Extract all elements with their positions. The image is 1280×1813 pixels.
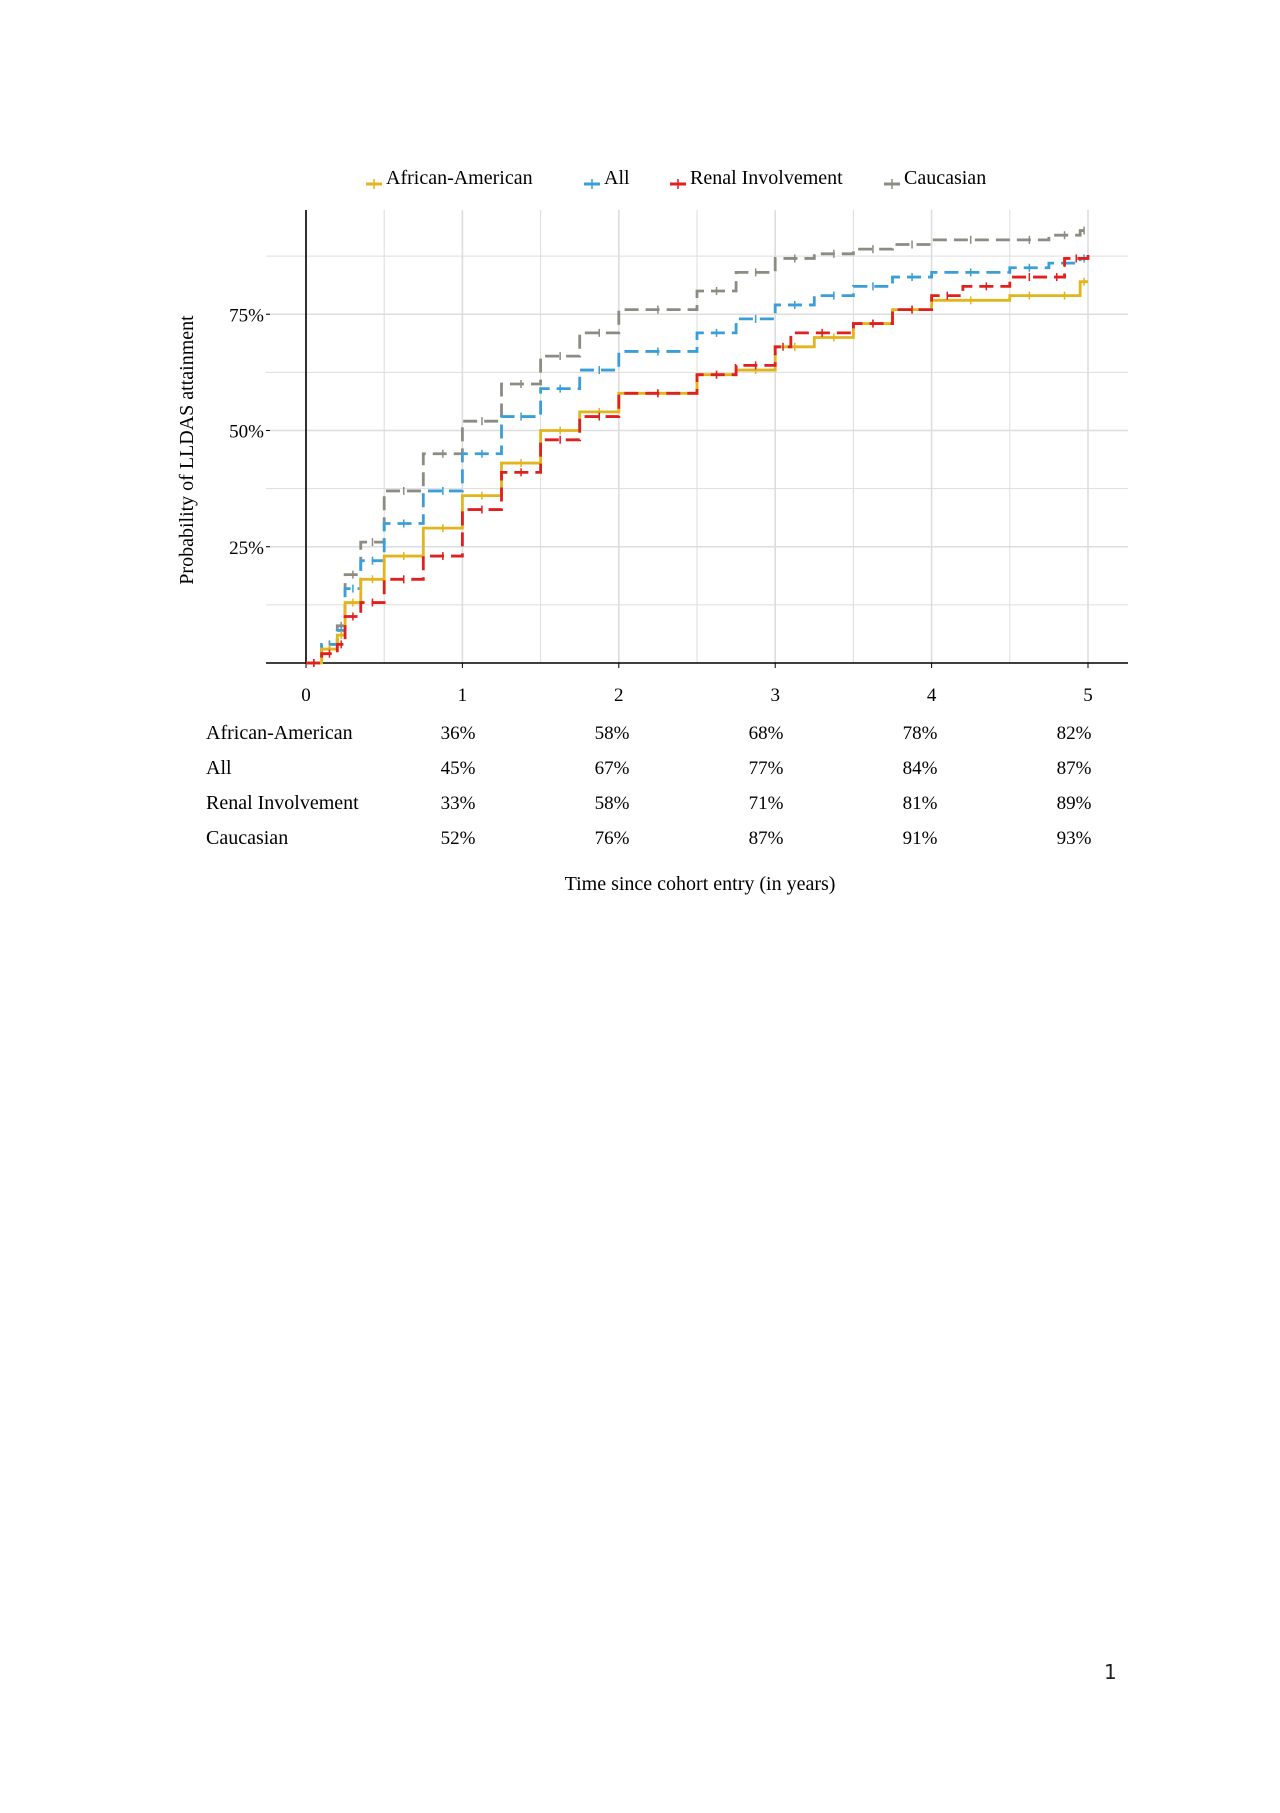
- risk-table-cell: 68%: [749, 723, 784, 744]
- legend-label: Caucasian: [904, 167, 986, 189]
- y-tick-label: 50%: [229, 422, 264, 443]
- risk-table-cell: 87%: [749, 828, 784, 849]
- grid: [266, 210, 1128, 663]
- risk-table-cell: 36%: [441, 723, 476, 744]
- risk-table-cell: 33%: [441, 793, 476, 814]
- y-tick-label: 25%: [229, 538, 264, 559]
- risk-table-cell: 82%: [1057, 723, 1092, 744]
- risk-table-cell: 81%: [903, 793, 938, 814]
- series-lines: [306, 226, 1090, 667]
- series-line-caucasian: [306, 229, 1088, 665]
- risk-table-cell: 89%: [1057, 793, 1092, 814]
- page-number: 1: [1104, 1660, 1117, 1684]
- y-tick-label: 75%: [229, 305, 264, 326]
- legend-label: African-American: [386, 167, 533, 189]
- x-tick-label: 3: [770, 685, 780, 706]
- risk-table-row-label: Caucasian: [206, 827, 288, 849]
- x-tick-label: 4: [927, 685, 937, 706]
- risk-table-cell: 52%: [441, 828, 476, 849]
- x-tick-label: 0: [301, 685, 311, 706]
- risk-table-cell: 77%: [749, 758, 784, 779]
- risk-table-row-label: Renal Involvement: [206, 792, 359, 814]
- risk-table-cell: 84%: [903, 758, 938, 779]
- risk-table-cell: 71%: [749, 793, 784, 814]
- risk-table-row-label: All: [206, 757, 232, 779]
- x-tick-label: 2: [614, 685, 624, 706]
- x-tick-label: 1: [458, 685, 468, 706]
- risk-table-cell: 58%: [595, 723, 630, 744]
- risk-table-cell: 93%: [1057, 828, 1092, 849]
- risk-table-cell: 58%: [595, 793, 630, 814]
- risk-table-cell: 76%: [595, 828, 630, 849]
- risk-table: African-American 36% 58% 68% 78% 82% All 45% 67%…: [206, 722, 1092, 849]
- risk-table-row-label: African-American: [206, 722, 353, 744]
- y-axis-label: Probability of LLDAS attainment: [176, 315, 198, 585]
- legend-label: All: [604, 167, 630, 189]
- axes: 0 1 2 3 4 5 25% 50% 75%: [229, 210, 1128, 706]
- risk-table-cell: 78%: [903, 723, 938, 744]
- risk-table-cell: 87%: [1057, 758, 1092, 779]
- km-figure: 0 1 2 3 4 5 25% 50% 75% African-American All Renal…: [176, 167, 1128, 895]
- risk-table-cell: 45%: [441, 758, 476, 779]
- x-axis-label: Time since cohort entry (in years): [565, 873, 836, 895]
- risk-table-cell: 91%: [903, 828, 938, 849]
- legend-label: Renal Involvement: [690, 167, 843, 189]
- x-tick-label: 5: [1083, 685, 1093, 706]
- risk-table-cell: 67%: [595, 758, 630, 779]
- legend: African-American All Renal Involvement Cauc…: [366, 167, 986, 189]
